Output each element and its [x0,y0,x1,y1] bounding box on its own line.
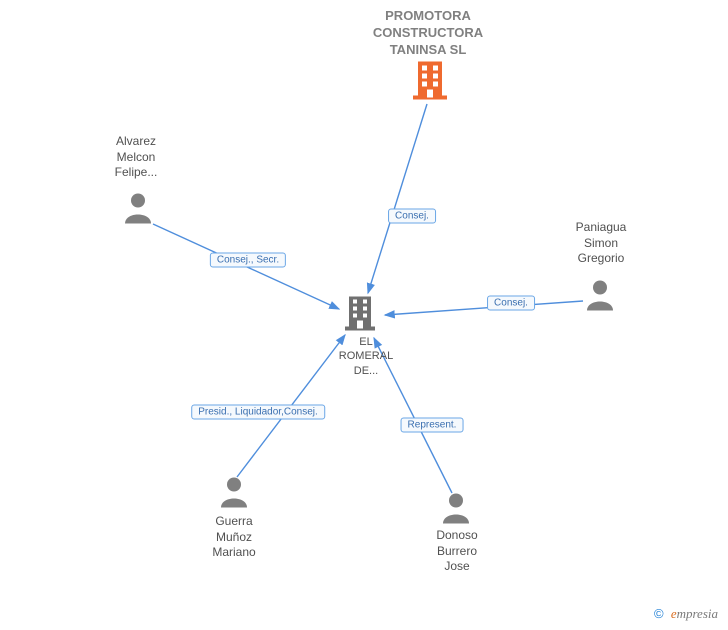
person-icon-guerra [219,476,249,513]
edge-paniagua-center [385,301,583,315]
watermark-brand-rest: mpresia [677,606,718,621]
alvarez-label: Alvarez Melcon Felipe... [115,134,158,181]
guerra-label: Guerra Muñoz Mariano [212,514,255,561]
edge-label-paniagua: Consej. [487,296,535,311]
person-icon-paniagua [585,279,615,316]
copyright-symbol: © [654,606,664,621]
center-company-label: EL ROMERAL DE... [339,335,393,378]
edge-top-center [368,104,427,293]
person-icon-alvarez [123,192,153,229]
building-icon-top [413,60,447,105]
donoso-label: Donoso Burrero Jose [436,528,477,575]
building-icon-center [345,295,375,336]
edge-label-alvarez: Consej., Secr. [210,253,286,268]
edge-label-top: Consej. [388,209,436,224]
person-icon-donoso [441,492,471,529]
edge-label-donoso: Represent. [401,418,464,433]
paniagua-label: Paniagua Simon Gregorio [576,220,627,267]
top-company-label: PROMOTORA CONSTRUCTORA TANINSA SL [373,8,483,59]
edge-label-guerra: Presid., Liquidador,Consej. [191,405,325,420]
watermark: © empresia [654,606,718,622]
